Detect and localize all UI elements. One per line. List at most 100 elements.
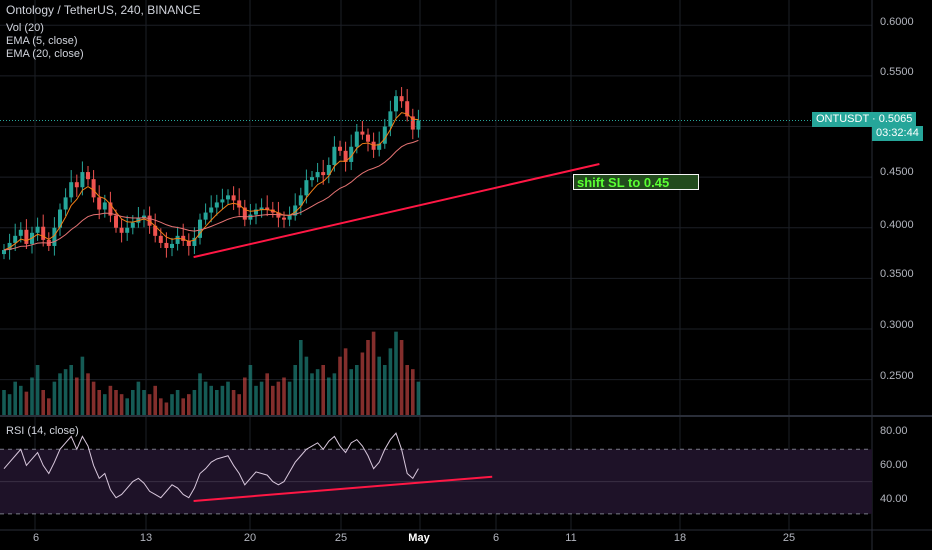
candle (366, 134, 370, 142)
volume-bar (371, 331, 376, 415)
x-tick: 6 (492, 532, 500, 544)
candle (114, 215, 118, 228)
volume-bar (355, 365, 359, 415)
volume-bar (209, 385, 213, 415)
candle (198, 219, 202, 238)
candle (63, 197, 68, 210)
volume-bar (226, 381, 230, 415)
candle (91, 179, 96, 198)
candle (287, 215, 292, 220)
countdown-badge: 03:32:44 (872, 126, 923, 141)
x-tick: 13 (139, 532, 153, 544)
volume-bar (103, 394, 107, 415)
candle (147, 215, 152, 226)
rsi-trendline (193, 475, 493, 502)
candle (315, 172, 320, 178)
candle (405, 101, 410, 117)
ema5-line (3, 112, 419, 251)
volume-bar (125, 398, 129, 415)
volume-bar (327, 377, 331, 415)
candle (74, 182, 79, 188)
volume-bar (338, 356, 342, 415)
indicator-ema20[interactable]: EMA (20, close) (6, 48, 84, 60)
volume-bar (360, 352, 365, 415)
volume-bar (131, 390, 135, 415)
volume-bar (243, 377, 247, 415)
volume-bar (265, 373, 269, 415)
candle (282, 217, 286, 220)
y-tick: 0.4000 (880, 219, 914, 231)
volume-bar (394, 331, 398, 415)
candle (24, 229, 29, 244)
volume-bar (299, 340, 303, 415)
volume-bar (187, 394, 191, 415)
candle (349, 146, 354, 162)
candle (394, 96, 398, 112)
y-tick: 0.4500 (880, 166, 914, 178)
volume-bar (58, 373, 62, 415)
volume-bar (231, 390, 236, 415)
volume-bar (254, 385, 258, 415)
volume-bar (86, 373, 90, 415)
volume-bar (259, 381, 264, 415)
candle (13, 235, 18, 243)
volume-bar (119, 394, 124, 415)
candle (388, 111, 393, 127)
candle (293, 205, 298, 216)
candle (220, 199, 225, 203)
volume-bar (198, 373, 202, 415)
y-tick: 0.3500 (880, 268, 914, 280)
candle (382, 126, 387, 144)
volume-bar (19, 385, 23, 415)
candle (399, 96, 404, 102)
volume-bar (75, 377, 79, 415)
volume-bar (7, 394, 12, 415)
volume-bar (276, 381, 281, 415)
candle (142, 215, 146, 218)
candle (97, 197, 102, 210)
price-badge: ONTUSDT · 0.5065 (812, 112, 917, 127)
y-tick: 0.2500 (880, 370, 914, 382)
candle (343, 150, 348, 162)
volume-bar (170, 394, 174, 415)
shift-sl-annotation[interactable]: shift SL to 0.45 (573, 174, 699, 190)
volume-bar (399, 340, 404, 415)
volume-bar (377, 356, 381, 415)
volume-bar (80, 356, 85, 415)
volume-bar (63, 369, 68, 415)
y-tick: 0.3000 (880, 319, 914, 331)
candle (248, 214, 253, 220)
candle (410, 116, 415, 130)
volume-bar (164, 402, 169, 415)
candle (158, 235, 163, 243)
volume-bar (147, 394, 152, 415)
indicator-ema5[interactable]: EMA (5, close) (6, 35, 78, 47)
indicator-vol[interactable]: Vol (20) (6, 22, 44, 34)
candle (360, 131, 365, 135)
volume-bar (69, 365, 73, 415)
volume-bar (321, 365, 325, 415)
volume-bar (142, 390, 146, 415)
volume-bar (2, 390, 6, 415)
candle (237, 200, 242, 208)
price-trendline (193, 163, 600, 259)
rsi-line (3, 432, 419, 499)
volume-bar (153, 385, 157, 415)
candle (41, 226, 46, 240)
volume-bar (41, 390, 45, 415)
indicator-rsi[interactable]: RSI (14, close) (6, 425, 79, 437)
volume-bar (203, 381, 208, 415)
candle (52, 227, 57, 246)
candle (226, 195, 230, 200)
chart-title: Ontology / TetherUS, 240, BINANCE (6, 3, 201, 17)
x-tick: 18 (673, 532, 687, 544)
volume-bar (349, 369, 353, 415)
volume-bar (287, 381, 292, 415)
candle (265, 207, 270, 210)
volume-bar (310, 373, 314, 415)
rsi-tick: 40.00 (880, 493, 908, 505)
volume-bar (181, 398, 185, 415)
candle (80, 172, 85, 188)
y-tick: 0.6000 (880, 16, 914, 28)
